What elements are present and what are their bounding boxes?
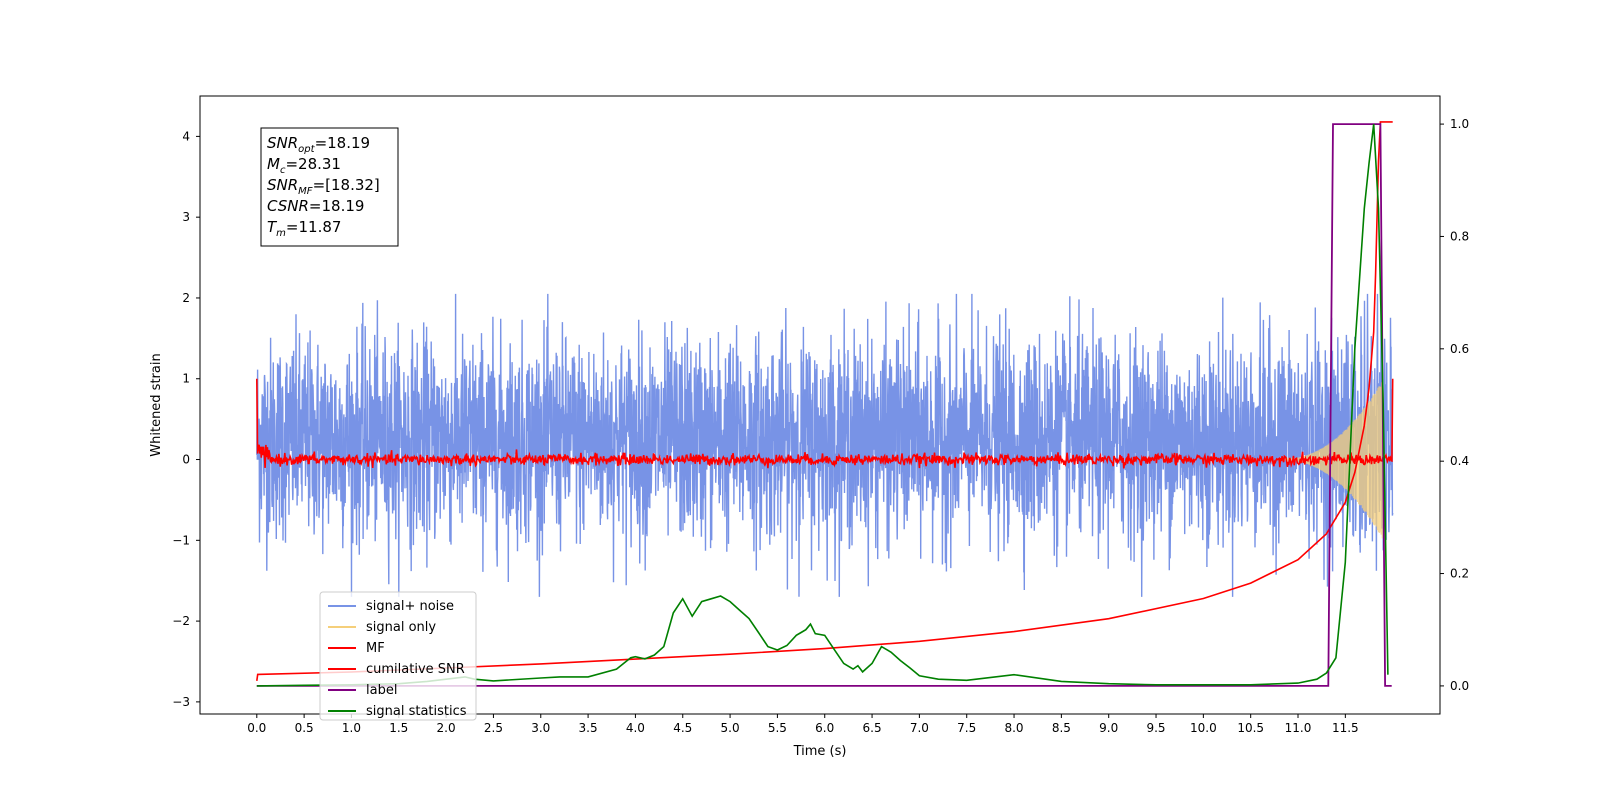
annotation-value: =[18.32] xyxy=(313,176,380,194)
y2-axis: 0.0 0.2 0.4 0.6 0.8 1.0 xyxy=(1440,117,1469,693)
x-tick-label: 6.5 xyxy=(863,721,882,735)
y-axis-label: Whitened strain xyxy=(149,353,164,456)
y-tick-label: −2 xyxy=(172,614,190,628)
series-signal-statistics-line xyxy=(256,124,1389,687)
annotation-line: SNRMF=[18.32] xyxy=(267,176,380,197)
x-tick-label: 8.5 xyxy=(1052,721,1071,735)
annotation-value: =18.19 xyxy=(309,197,365,215)
y2-tick-label: 0.0 xyxy=(1450,679,1469,693)
legend-label: label xyxy=(366,683,397,698)
x-tick-label: 1.0 xyxy=(342,721,361,735)
x-tick-label: 10.5 xyxy=(1237,721,1264,735)
x-tick-label: 4.0 xyxy=(626,721,645,735)
y-tick-label: 3 xyxy=(182,210,190,224)
x-tick-label: 6.0 xyxy=(815,721,834,735)
y2-tick-label: 0.8 xyxy=(1450,229,1469,243)
annotation-symbol: SNR xyxy=(267,176,298,194)
x-tick-label: 9.5 xyxy=(1146,721,1165,735)
x-tick-label: 9.0 xyxy=(1099,721,1118,735)
annotation-value: =11.87 xyxy=(286,218,342,236)
y-tick-label: −3 xyxy=(172,695,190,709)
x-tick-label: 7.0 xyxy=(910,721,929,735)
annotation-symbol: M xyxy=(267,155,280,173)
annotation-line: SNRopt=18.19 xyxy=(267,134,370,155)
y-tick-label: 4 xyxy=(182,129,190,143)
annotation-box: SNRopt=18.19Mc=28.31SNRMF=[18.32]CSNR=18… xyxy=(260,127,399,247)
series-signal-noise-line xyxy=(256,293,1394,597)
series-label-line xyxy=(256,123,1392,687)
annotation-frame xyxy=(260,127,399,247)
annotation-line: Tm=11.87 xyxy=(267,218,341,239)
legend-label: signal only xyxy=(366,620,436,635)
x-tick-label: 0.0 xyxy=(247,721,266,735)
annotation-symbol: T xyxy=(267,218,278,236)
y-axis: −3 −2 −1 0 1 2 3 4 xyxy=(172,129,200,709)
x-tick-label: 3.5 xyxy=(579,721,598,735)
annotation-subscript: c xyxy=(280,165,286,176)
x-tick-label: 10.0 xyxy=(1190,721,1217,735)
y-tick-label: −1 xyxy=(172,533,190,547)
y2-tick-label: 0.6 xyxy=(1450,342,1469,356)
x-tick-label: 11.0 xyxy=(1285,721,1312,735)
y2-tick-label: 0.4 xyxy=(1450,454,1469,468)
x-axis: 0.0 0.5 1.0 1.5 2.0 2.5 3.0 3.5 4.0 4.5 5.0 5.5 6.0 6… xyxy=(247,714,1359,735)
legend-label: signal+ noise xyxy=(366,599,454,614)
y2-tick-label: 1.0 xyxy=(1450,117,1469,131)
x-tick-label: 4.5 xyxy=(673,721,692,735)
legend-label: MF xyxy=(366,641,385,656)
x-tick-label: 5.0 xyxy=(721,721,740,735)
annotation-line: Mc=28.31 xyxy=(267,155,341,176)
legend-label: cumilative SNR xyxy=(366,662,465,677)
x-tick-label: 5.5 xyxy=(768,721,787,735)
annotation-symbol: CSNR xyxy=(267,197,309,215)
annotation-subscript: m xyxy=(276,228,286,239)
legend: signal+ noise signal only MF cumilative SNR… xyxy=(319,591,477,721)
x-tick-label: 2.0 xyxy=(437,721,456,735)
plot-frame xyxy=(199,95,1441,715)
series-layer xyxy=(256,121,1394,687)
x-tick-label: 2.5 xyxy=(484,721,503,735)
annotation-subscript: MF xyxy=(298,186,313,197)
series-cumulative-snr-line xyxy=(256,121,1393,682)
x-tick-label: 8.0 xyxy=(1004,721,1023,735)
annotation-line: CSNR=18.19 xyxy=(267,197,364,215)
y2-tick-label: 0.2 xyxy=(1450,567,1469,581)
x-tick-label: 7.5 xyxy=(957,721,976,735)
y-tick-label: 2 xyxy=(182,291,190,305)
annotation-value: =28.31 xyxy=(285,155,341,173)
series-mf-line xyxy=(256,378,1394,469)
y-tick-label: 1 xyxy=(182,372,190,386)
annotation-symbol: SNR xyxy=(267,134,298,152)
x-tick-label: 3.0 xyxy=(531,721,550,735)
x-tick-label: 0.5 xyxy=(295,721,314,735)
y-tick-label: 0 xyxy=(182,453,190,467)
legend-frame xyxy=(319,591,477,721)
legend-label: signal statistics xyxy=(366,704,467,719)
x-axis-label: Time (s) xyxy=(793,744,847,759)
annotation-subscript: opt xyxy=(298,144,315,155)
annotation-value: =18.19 xyxy=(315,134,371,152)
x-tick-label: 1.5 xyxy=(389,721,408,735)
x-tick-label: 11.5 xyxy=(1332,721,1359,735)
